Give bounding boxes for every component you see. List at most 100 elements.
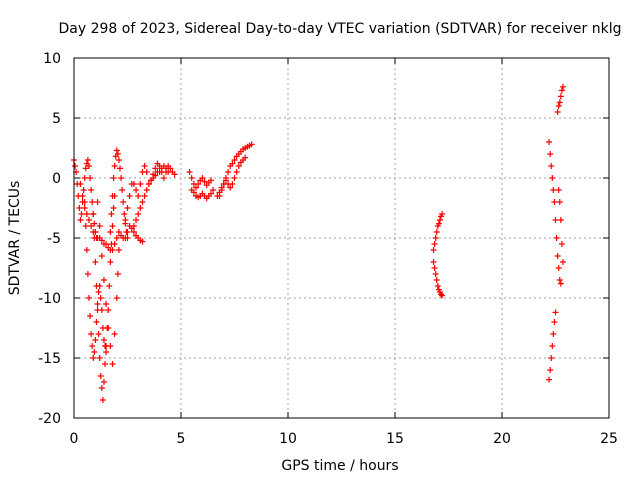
data-point bbox=[113, 295, 120, 301]
data-point bbox=[433, 229, 440, 235]
x-axis-label: GPS time / hours bbox=[281, 458, 398, 474]
data-points bbox=[71, 83, 566, 403]
data-point bbox=[165, 169, 172, 175]
data-point bbox=[557, 93, 564, 100]
axis-ticks bbox=[73, 57, 610, 419]
data-point bbox=[72, 163, 79, 169]
series-sv-i bbox=[186, 169, 214, 191]
data-point bbox=[90, 211, 97, 217]
data-point bbox=[121, 211, 128, 217]
data-point bbox=[95, 331, 102, 337]
data-point bbox=[559, 83, 566, 90]
data-point bbox=[163, 165, 170, 172]
data-point bbox=[94, 307, 101, 313]
data-point bbox=[233, 169, 240, 175]
data-point bbox=[108, 241, 115, 247]
data-point bbox=[107, 259, 114, 265]
data-point bbox=[77, 217, 84, 223]
data-point bbox=[98, 385, 105, 391]
data-point bbox=[119, 187, 126, 193]
data-point bbox=[118, 175, 125, 181]
data-point bbox=[120, 199, 127, 205]
data-point bbox=[556, 277, 563, 283]
data-point bbox=[94, 301, 101, 307]
series-sv-o bbox=[546, 139, 564, 287]
data-point bbox=[141, 163, 148, 169]
data-point bbox=[109, 193, 116, 199]
data-point bbox=[81, 205, 88, 211]
data-point bbox=[87, 175, 94, 181]
y-tick-label: 0 bbox=[52, 171, 61, 187]
series-sv-e bbox=[94, 199, 122, 367]
data-point bbox=[91, 235, 98, 241]
data-point bbox=[103, 349, 110, 355]
data-point bbox=[235, 163, 242, 169]
data-point bbox=[109, 247, 116, 253]
y-tick-label: -10 bbox=[38, 291, 61, 307]
data-point bbox=[123, 229, 130, 235]
data-point bbox=[88, 223, 95, 229]
data-point bbox=[552, 309, 559, 316]
data-point bbox=[553, 235, 560, 241]
data-point bbox=[89, 199, 96, 205]
y-tick-label: 10 bbox=[43, 51, 61, 67]
data-point bbox=[432, 271, 439, 277]
data-point bbox=[106, 283, 113, 289]
data-point bbox=[98, 237, 105, 244]
data-point bbox=[133, 217, 140, 223]
data-point bbox=[556, 199, 563, 205]
data-point bbox=[84, 157, 91, 163]
data-point bbox=[90, 355, 97, 361]
data-point bbox=[88, 187, 95, 193]
data-point bbox=[435, 220, 442, 227]
data-point bbox=[555, 103, 562, 109]
data-point bbox=[97, 373, 104, 379]
data-point bbox=[438, 291, 445, 298]
data-point bbox=[555, 265, 562, 271]
data-point bbox=[433, 277, 440, 283]
data-point bbox=[124, 205, 131, 211]
data-point bbox=[436, 217, 443, 223]
data-point bbox=[117, 165, 124, 172]
data-point bbox=[113, 147, 120, 154]
data-point bbox=[248, 141, 255, 148]
data-point bbox=[430, 247, 437, 253]
data-point bbox=[141, 193, 148, 199]
x-tick-labels: 0 5 10 15 20 25 bbox=[70, 431, 618, 447]
series-sv-c bbox=[81, 199, 110, 361]
y-tick-label: 5 bbox=[52, 111, 61, 127]
data-point bbox=[195, 181, 202, 187]
data-point bbox=[547, 367, 554, 373]
data-point bbox=[135, 193, 142, 199]
series-sv-r bbox=[546, 309, 559, 383]
data-point bbox=[557, 217, 564, 223]
data-point bbox=[100, 277, 107, 283]
data-point bbox=[109, 223, 116, 229]
data-point bbox=[434, 283, 441, 289]
data-point bbox=[216, 189, 223, 196]
series-sv-h bbox=[130, 163, 172, 229]
data-point bbox=[222, 177, 229, 184]
data-point bbox=[558, 87, 565, 94]
data-point bbox=[85, 295, 92, 301]
y-tick-label: -20 bbox=[38, 411, 61, 427]
y-tick-labels: -20 -15 -10 -5 0 5 10 bbox=[38, 51, 61, 427]
data-point bbox=[554, 253, 561, 259]
series-sv-n bbox=[430, 259, 446, 299]
data-point bbox=[93, 283, 100, 289]
data-point bbox=[113, 235, 120, 241]
data-point bbox=[105, 325, 112, 331]
data-point bbox=[548, 163, 555, 169]
data-point bbox=[199, 175, 206, 181]
data-point bbox=[85, 217, 92, 223]
data-point bbox=[103, 301, 110, 307]
data-point bbox=[152, 165, 159, 172]
data-point bbox=[225, 169, 232, 175]
data-point bbox=[218, 184, 225, 191]
data-point bbox=[156, 169, 163, 175]
data-point bbox=[229, 160, 236, 167]
data-point bbox=[550, 331, 557, 337]
data-point bbox=[188, 175, 195, 181]
data-point bbox=[207, 177, 214, 184]
